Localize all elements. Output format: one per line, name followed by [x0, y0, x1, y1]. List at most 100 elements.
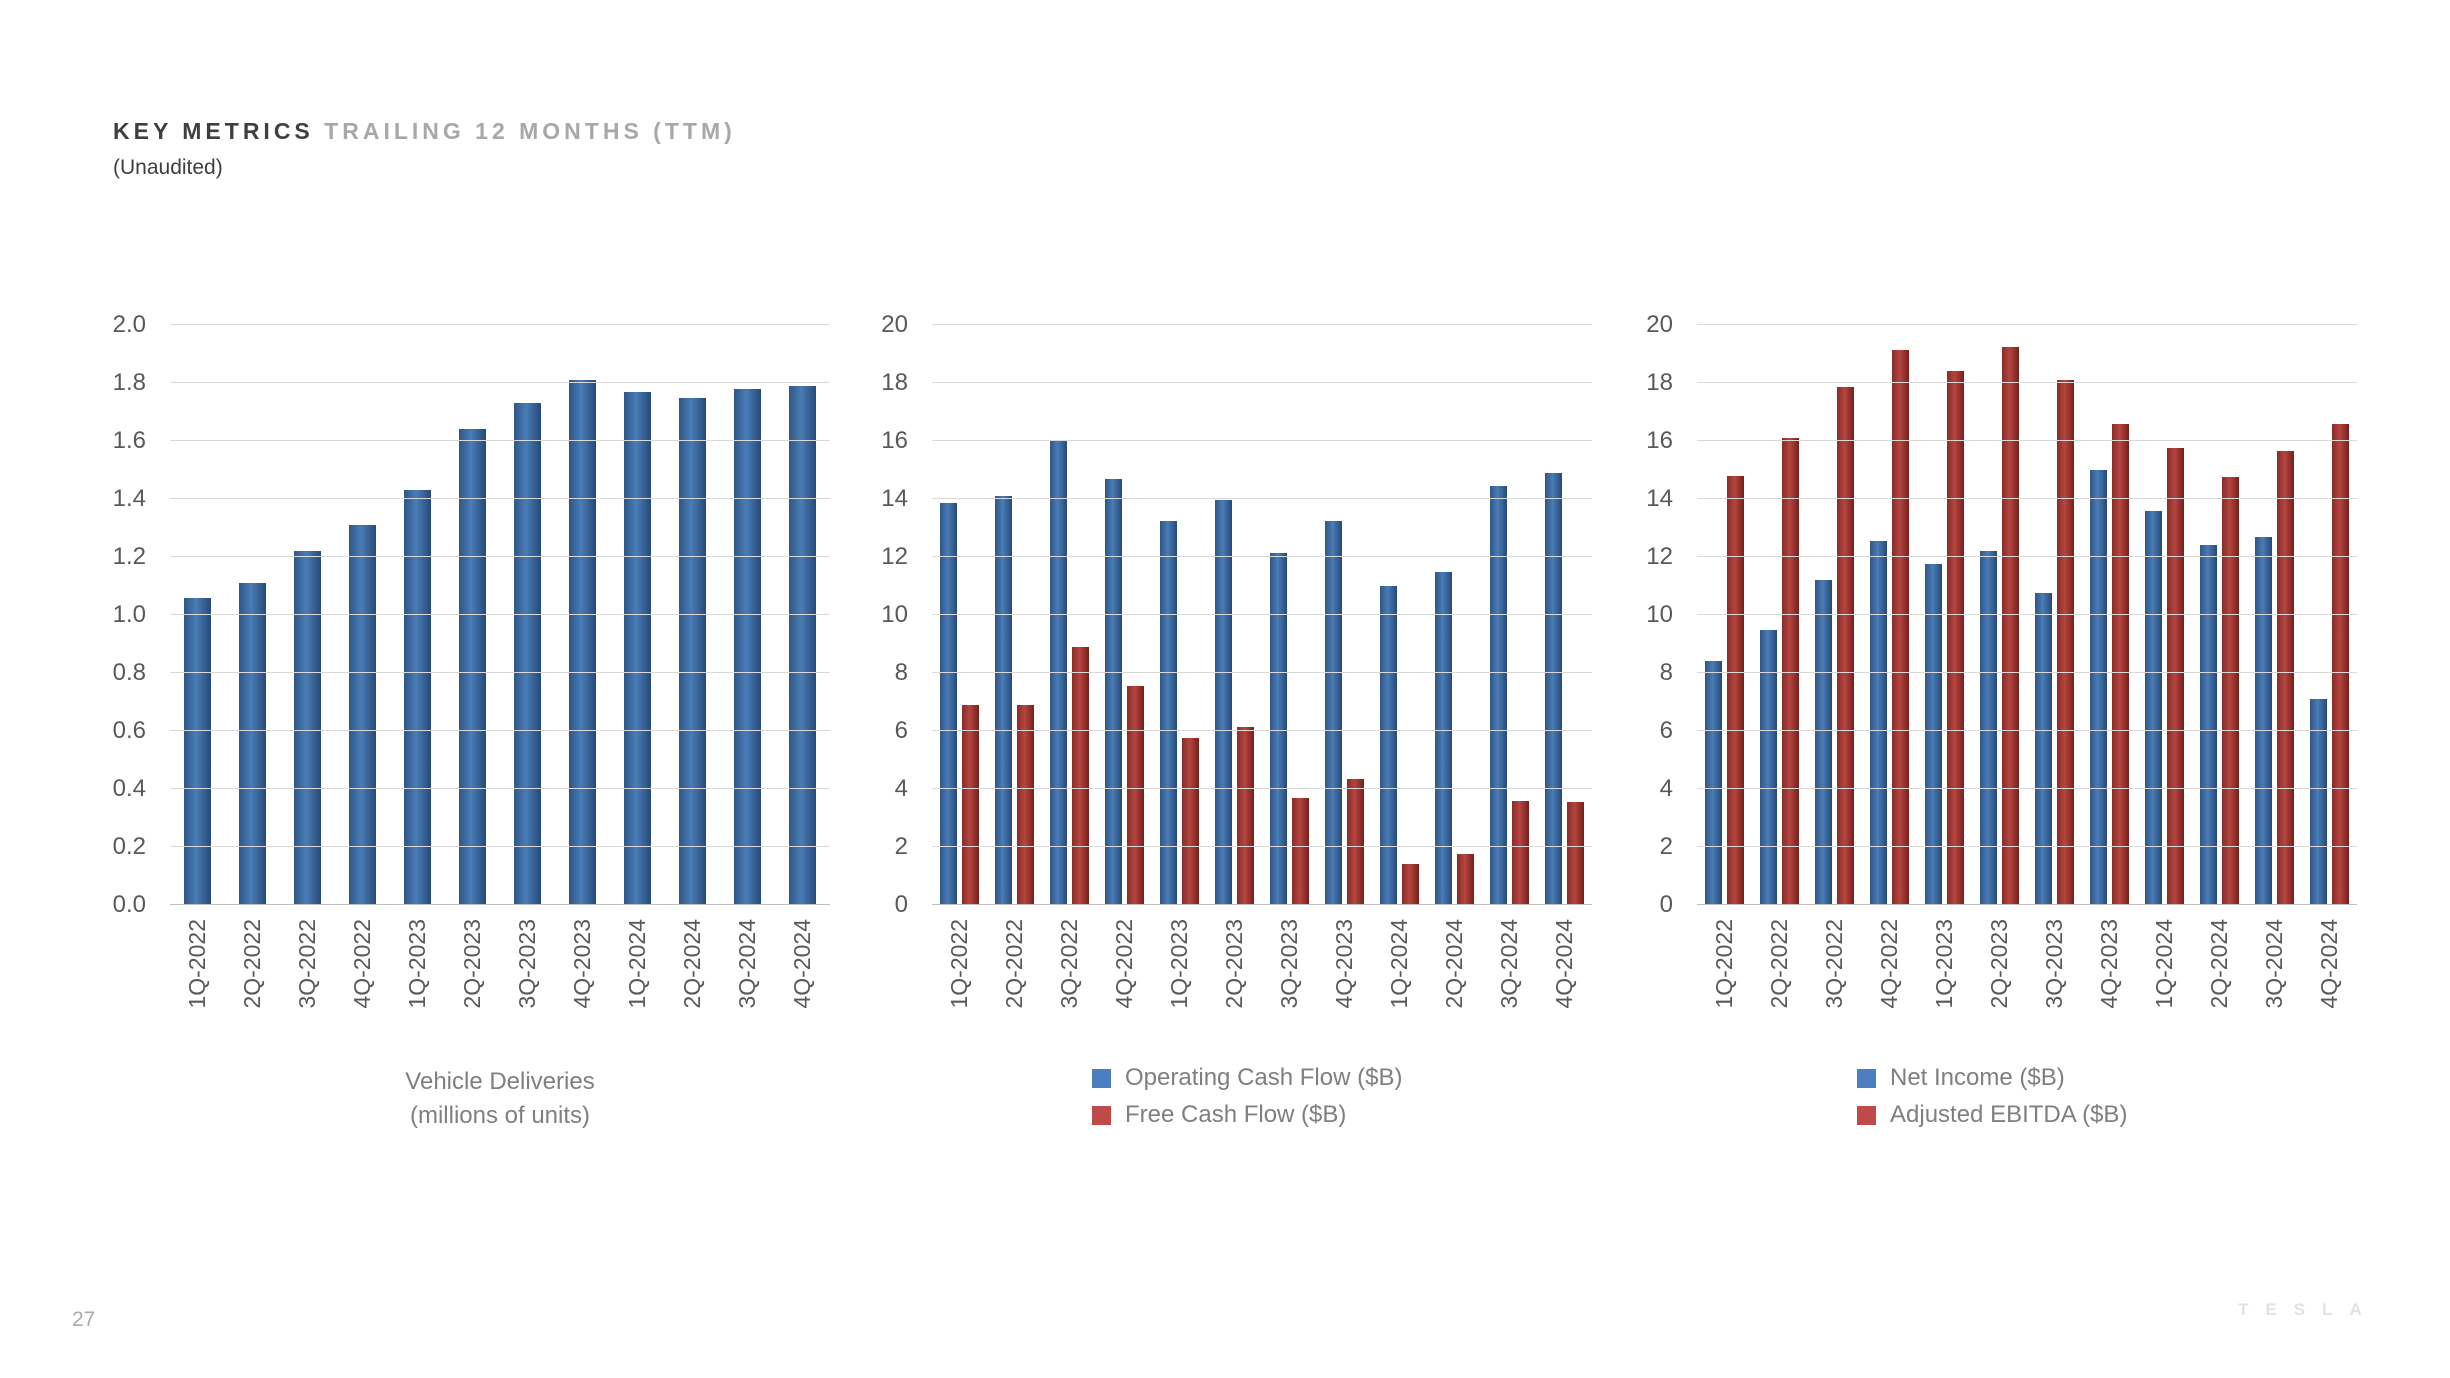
x-tick-label: 3Q-2023 — [1276, 919, 1302, 1009]
x-slot: 4Q-2022 — [1862, 919, 1917, 1031]
x-slot: 3Q-2023 — [2027, 919, 2082, 1031]
y-tick-label: 20 — [1646, 311, 1673, 338]
x-axis: 1Q-2022 2Q-2022 3Q-2022 4Q-2022 1Q-2023 2Q-20… — [170, 919, 830, 1031]
gridline — [1697, 614, 2357, 615]
bar — [1325, 520, 1342, 905]
y-tick-label: 0 — [1659, 891, 1673, 918]
y-tick-label: 14 — [881, 485, 908, 512]
legend-row: Operating Cash Flow ($B) — [1092, 1061, 1432, 1095]
x-tick-label: 2Q-2022 — [1001, 919, 1027, 1009]
y-tick-label: 6 — [1659, 717, 1673, 744]
bar — [1435, 571, 1452, 905]
bar — [1237, 726, 1254, 905]
bar — [2332, 423, 2349, 905]
y-tick-label: 20 — [881, 311, 908, 338]
gridline — [170, 788, 830, 789]
x-slot: 4Q-2022 — [335, 919, 390, 1031]
x-slot: 1Q-2023 — [1152, 919, 1207, 1031]
y-tick-label: 0 — [894, 891, 908, 918]
gridline — [1697, 556, 2357, 557]
x-tick-label: 1Q-2022 — [184, 919, 210, 1009]
chart-vehicle-deliveries: 2.0 1.8 1.6 1.4 1.2 1.0 0.8 0.6 0.4 0.2 0.0 1Q-202… — [100, 311, 834, 1133]
x-tick-label: 2Q-2022 — [1766, 919, 1792, 1009]
bar — [2200, 545, 2217, 905]
y-tick-label: 1.0 — [112, 601, 146, 628]
y-tick-label: 0.2 — [112, 833, 146, 860]
y-tick-label: 10 — [1646, 601, 1673, 628]
category-slot — [1537, 325, 1592, 905]
bar — [1292, 797, 1309, 905]
bar — [789, 385, 816, 905]
x-slot: 1Q-2022 — [170, 919, 225, 1031]
bars-container — [170, 325, 830, 905]
category-slot — [2082, 325, 2137, 905]
x-slot: 1Q-2023 — [390, 919, 445, 1031]
bar — [1017, 704, 1034, 905]
bar — [1980, 551, 1997, 905]
legend-label: Free Cash Flow ($B) — [1125, 1101, 1347, 1128]
bar — [624, 391, 651, 905]
bar — [2310, 699, 2327, 905]
title-block: KEY METRICS TRAILING 12 MONTHS (TTM) (Un… — [113, 118, 736, 180]
gridline — [170, 324, 830, 325]
x-slot: 2Q-2023 — [445, 919, 500, 1031]
y-tick-label: 2 — [1659, 833, 1673, 860]
gridline — [170, 904, 830, 905]
bar — [2222, 477, 2239, 905]
plot-area — [1697, 324, 2357, 905]
bar — [1815, 580, 1832, 905]
gridline — [1697, 440, 2357, 441]
category-slot — [2027, 325, 2082, 905]
x-slot: 1Q-2022 — [932, 919, 987, 1031]
y-tick-label: 8 — [1659, 659, 1673, 686]
category-slot — [445, 325, 500, 905]
y-axis: 20 18 16 14 12 10 8 6 4 2 0 — [1627, 311, 1685, 918]
bar — [1270, 552, 1287, 905]
gridline — [932, 440, 1592, 441]
bar — [1490, 485, 1507, 905]
bar — [1457, 854, 1474, 905]
gridline — [170, 730, 830, 731]
bar — [184, 597, 211, 905]
x-tick-label: 3Q-2024 — [734, 919, 760, 1009]
gridline — [932, 788, 1592, 789]
x-axis: 1Q-2022 2Q-2022 3Q-2022 4Q-2022 1Q-2023 2Q-20… — [1697, 919, 2357, 1031]
x-slot: 1Q-2024 — [1372, 919, 1427, 1031]
legend-row: Net Income ($B) — [1857, 1061, 2197, 1095]
bar — [1380, 586, 1397, 905]
bar — [514, 403, 541, 905]
category-slot — [720, 325, 775, 905]
y-tick-label: 16 — [1646, 427, 1673, 454]
gridline — [1697, 498, 2357, 499]
bar — [1837, 387, 1854, 905]
y-tick-label: 6 — [894, 717, 908, 744]
legend-label: Operating Cash Flow ($B) — [1125, 1064, 1403, 1091]
x-tick-label: 2Q-2023 — [1986, 919, 2012, 1009]
y-tick-label: 8 — [894, 659, 908, 686]
x-tick-label: 1Q-2024 — [1386, 919, 1412, 1009]
bar — [940, 503, 957, 905]
bar — [2090, 470, 2107, 905]
bar — [2255, 536, 2272, 905]
gridline — [932, 846, 1592, 847]
legend: Net Income ($B) Adjusted EBITDA ($B) — [1697, 1061, 2357, 1132]
bar — [2035, 593, 2052, 905]
legend-row: Adjusted EBITDA ($B) — [1857, 1098, 2197, 1132]
bars-container — [932, 325, 1592, 905]
gridline — [932, 382, 1592, 383]
bar — [1870, 541, 1887, 905]
y-tick-label: 2 — [894, 833, 908, 860]
bar — [1105, 478, 1122, 905]
x-slot: 1Q-2024 — [2137, 919, 2192, 1031]
gridline — [1697, 324, 2357, 325]
chart-net-income-ebitda: 20 18 16 14 12 10 8 6 4 2 0 1Q-2022 2Q-2022 3Q-2022 4… — [1627, 311, 2361, 1132]
tesla-logo: TESLA — [2238, 1300, 2379, 1319]
gridline — [932, 730, 1592, 731]
x-tick-label: 4Q-2023 — [2096, 919, 2122, 1009]
bar — [1892, 349, 1909, 905]
category-slot — [170, 325, 225, 905]
x-slot: 2Q-2024 — [1427, 919, 1482, 1031]
x-slot: 4Q-2022 — [1097, 919, 1152, 1031]
x-tick-label: 4Q-2024 — [2316, 919, 2342, 1009]
y-tick-label: 4 — [894, 775, 908, 802]
